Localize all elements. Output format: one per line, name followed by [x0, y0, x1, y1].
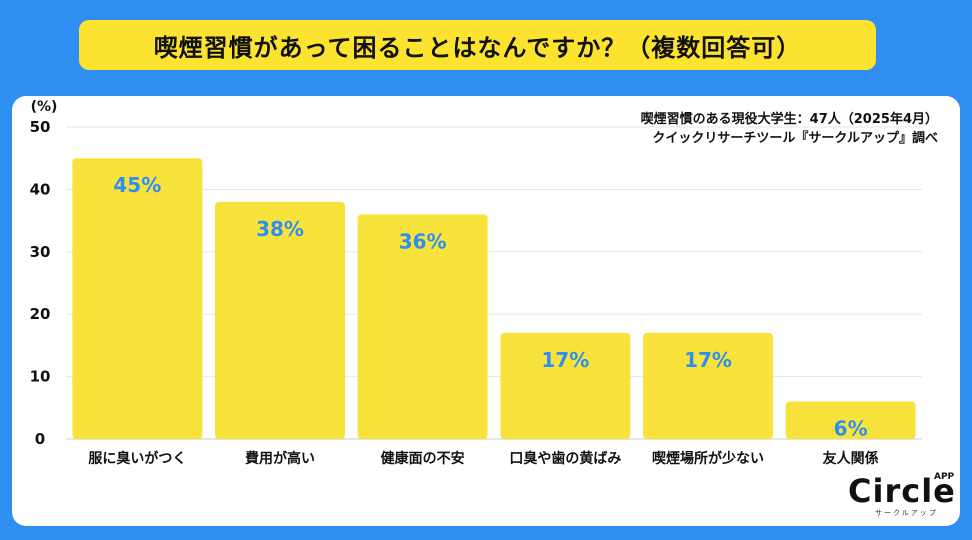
y-tick-label: 10 [30, 368, 51, 386]
category-label: 服に臭いがつく [88, 450, 186, 467]
bar [357, 214, 488, 439]
bar [643, 332, 773, 439]
y-tick-label: 40 [30, 180, 51, 198]
logo-app-text: APP [934, 472, 955, 482]
category-label: 健康面の不安 [381, 450, 465, 467]
data-label: 38% [256, 217, 304, 241]
category-label: 口臭や歯の黄ばみ [509, 450, 621, 467]
y-tick-label: 20 [30, 305, 51, 323]
y-tick-label: 50 [30, 118, 51, 136]
category-label: 費用が高い [245, 450, 315, 467]
data-label: 17% [684, 348, 732, 372]
logo-text: Circle [848, 472, 956, 510]
bar [500, 332, 631, 439]
bar [72, 158, 203, 439]
source-line-1: 喫煙習慣のある現役大学生：47人（2025年4月） [640, 112, 938, 127]
chart-title: 喫煙習慣があって困ることはなんですか？（複数回答可） [153, 33, 802, 62]
category-label: 友人関係 [823, 450, 879, 467]
title-banner: 喫煙習慣があって困ることはなんですか？（複数回答可） [79, 20, 876, 70]
y-tick-label: 0 [35, 430, 45, 448]
data-label: 45% [113, 173, 161, 197]
data-label: 36% [399, 229, 447, 253]
data-label: 6% [834, 417, 868, 441]
circle-app-logo: Circle APP サークルアップ [838, 472, 958, 522]
bar [785, 401, 916, 439]
logo-subtext: サークルアップ [875, 509, 938, 517]
category-label: 喫煙場所が少ない [652, 450, 764, 467]
y-axis-label: (%) [31, 99, 58, 115]
y-tick-label: 30 [30, 243, 51, 261]
bar [215, 201, 345, 439]
data-label: 17% [541, 348, 589, 372]
source-line-2: クイックリサーチツール『サークルアップ』調べ [652, 131, 938, 146]
source-note: 喫煙習慣のある現役大学生：47人（2025年4月） クイックリサーチツール『サー… [641, 110, 938, 148]
